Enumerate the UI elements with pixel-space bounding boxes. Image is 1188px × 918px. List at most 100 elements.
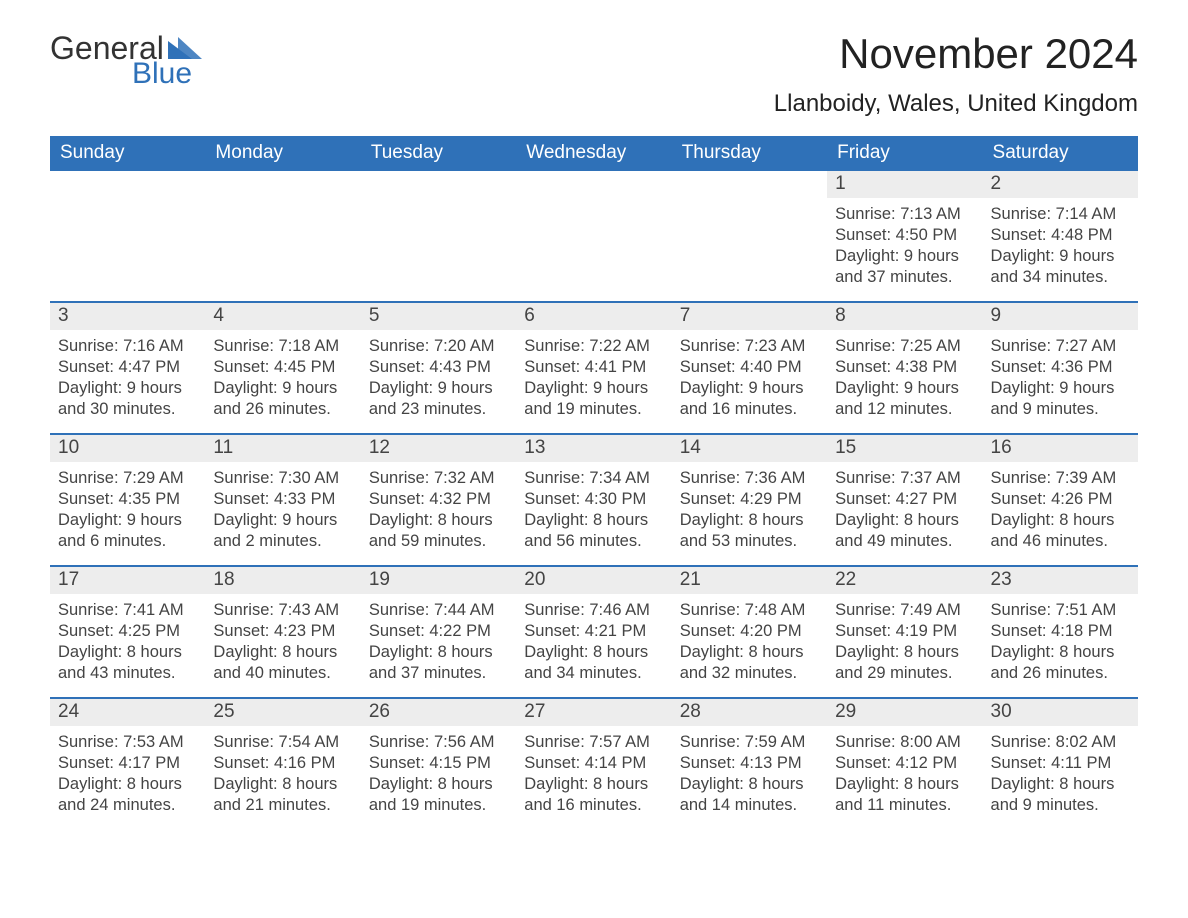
day-number: 5 xyxy=(361,303,516,330)
day-number: 19 xyxy=(361,567,516,594)
daylight-line-1: Daylight: 8 hours xyxy=(680,774,819,795)
daylight-line-1: Daylight: 8 hours xyxy=(991,774,1130,795)
daylight-line-1: Daylight: 8 hours xyxy=(991,510,1130,531)
day-details: Sunrise: 7:29 AMSunset: 4:35 PMDaylight:… xyxy=(50,462,205,562)
daylight-line-1: Daylight: 8 hours xyxy=(524,642,663,663)
daylight-line-1: Daylight: 9 hours xyxy=(991,378,1130,399)
location-subtitle: Llanboidy, Wales, United Kingdom xyxy=(774,90,1138,118)
day-number: 4 xyxy=(205,303,360,330)
daylight-line-2: and 19 minutes. xyxy=(524,399,663,420)
sunset-line: Sunset: 4:27 PM xyxy=(835,489,974,510)
day-details: Sunrise: 7:48 AMSunset: 4:20 PMDaylight:… xyxy=(672,594,827,694)
daylight-line-1: Daylight: 8 hours xyxy=(58,774,197,795)
day-details: Sunrise: 7:20 AMSunset: 4:43 PMDaylight:… xyxy=(361,330,516,430)
daylight-line-2: and 21 minutes. xyxy=(213,795,352,816)
day-details: Sunrise: 7:32 AMSunset: 4:32 PMDaylight:… xyxy=(361,462,516,562)
sunrise-line: Sunrise: 7:51 AM xyxy=(991,600,1130,621)
sunrise-line: Sunrise: 7:43 AM xyxy=(213,600,352,621)
day-details: Sunrise: 7:44 AMSunset: 4:22 PMDaylight:… xyxy=(361,594,516,694)
day-details: Sunrise: 7:34 AMSunset: 4:30 PMDaylight:… xyxy=(516,462,671,562)
weekday-header: Wednesday xyxy=(516,136,671,171)
calendar-body: 1Sunrise: 7:13 AMSunset: 4:50 PMDaylight… xyxy=(50,171,1138,829)
day-cell: 5Sunrise: 7:20 AMSunset: 4:43 PMDaylight… xyxy=(361,303,516,433)
sunset-line: Sunset: 4:48 PM xyxy=(991,225,1130,246)
daylight-line-1: Daylight: 8 hours xyxy=(835,642,974,663)
day-details: Sunrise: 7:27 AMSunset: 4:36 PMDaylight:… xyxy=(983,330,1138,430)
sunrise-line: Sunrise: 7:48 AM xyxy=(680,600,819,621)
daylight-line-2: and 32 minutes. xyxy=(680,663,819,684)
day-cell xyxy=(361,171,516,301)
sunrise-line: Sunrise: 8:02 AM xyxy=(991,732,1130,753)
week-row: 3Sunrise: 7:16 AMSunset: 4:47 PMDaylight… xyxy=(50,301,1138,433)
sunset-line: Sunset: 4:18 PM xyxy=(991,621,1130,642)
day-cell xyxy=(50,171,205,301)
sunset-line: Sunset: 4:20 PM xyxy=(680,621,819,642)
daylight-line-2: and 49 minutes. xyxy=(835,531,974,552)
sunrise-line: Sunrise: 7:53 AM xyxy=(58,732,197,753)
daylight-line-1: Daylight: 8 hours xyxy=(213,774,352,795)
sunrise-line: Sunrise: 7:32 AM xyxy=(369,468,508,489)
sunset-line: Sunset: 4:35 PM xyxy=(58,489,197,510)
day-number: 26 xyxy=(361,699,516,726)
daylight-line-1: Daylight: 9 hours xyxy=(58,378,197,399)
daylight-line-2: and 43 minutes. xyxy=(58,663,197,684)
daylight-line-1: Daylight: 9 hours xyxy=(58,510,197,531)
day-details: Sunrise: 7:59 AMSunset: 4:13 PMDaylight:… xyxy=(672,726,827,826)
sunset-line: Sunset: 4:13 PM xyxy=(680,753,819,774)
sunrise-line: Sunrise: 7:49 AM xyxy=(835,600,974,621)
daylight-line-1: Daylight: 8 hours xyxy=(524,510,663,531)
sunset-line: Sunset: 4:23 PM xyxy=(213,621,352,642)
daylight-line-2: and 53 minutes. xyxy=(680,531,819,552)
day-number: 2 xyxy=(983,171,1138,198)
day-number: 14 xyxy=(672,435,827,462)
day-details: Sunrise: 7:22 AMSunset: 4:41 PMDaylight:… xyxy=(516,330,671,430)
week-row: 24Sunrise: 7:53 AMSunset: 4:17 PMDayligh… xyxy=(50,697,1138,829)
day-cell: 23 Sunrise: 7:51 AMSunset: 4:18 PMDayligh… xyxy=(983,567,1138,697)
sunrise-line: Sunrise: 7:25 AM xyxy=(835,336,974,357)
day-cell: 13Sunrise: 7:34 AMSunset: 4:30 PMDayligh… xyxy=(516,435,671,565)
sunrise-line: Sunrise: 7:23 AM xyxy=(680,336,819,357)
day-details: Sunrise: 7:30 AMSunset: 4:33 PMDaylight:… xyxy=(205,462,360,562)
day-number: 12 xyxy=(361,435,516,462)
weekday-header: Monday xyxy=(205,136,360,171)
day-number: 27 xyxy=(516,699,671,726)
weekday-header: Saturday xyxy=(983,136,1138,171)
daylight-line-1: Daylight: 8 hours xyxy=(369,774,508,795)
sunset-line: Sunset: 4:33 PM xyxy=(213,489,352,510)
daylight-line-1: Daylight: 9 hours xyxy=(835,378,974,399)
title-block: November 2024 Llanboidy, Wales, United K… xyxy=(774,30,1138,118)
sunset-line: Sunset: 4:14 PM xyxy=(524,753,663,774)
daylight-line-2: and 34 minutes. xyxy=(991,267,1130,288)
day-number: 11 xyxy=(205,435,360,462)
day-number: 23 xyxy=(983,567,1138,594)
sunrise-line: Sunrise: 7:41 AM xyxy=(58,600,197,621)
day-cell: 3Sunrise: 7:16 AMSunset: 4:47 PMDaylight… xyxy=(50,303,205,433)
day-details: Sunrise: 7:39 AMSunset: 4:26 PMDaylight:… xyxy=(983,462,1138,562)
sunset-line: Sunset: 4:17 PM xyxy=(58,753,197,774)
day-number: 25 xyxy=(205,699,360,726)
day-cell: 20Sunrise: 7:46 AMSunset: 4:21 PMDayligh… xyxy=(516,567,671,697)
day-number: 8 xyxy=(827,303,982,330)
daylight-line-1: Daylight: 9 hours xyxy=(835,246,974,267)
day-number: 7 xyxy=(672,303,827,330)
week-row: 10Sunrise: 7:29 AMSunset: 4:35 PMDayligh… xyxy=(50,433,1138,565)
day-number: 18 xyxy=(205,567,360,594)
daylight-line-1: Daylight: 8 hours xyxy=(991,642,1130,663)
day-number: 1 xyxy=(827,171,982,198)
daylight-line-2: and 46 minutes. xyxy=(991,531,1130,552)
day-cell: 28Sunrise: 7:59 AMSunset: 4:13 PMDayligh… xyxy=(672,699,827,829)
day-number: 6 xyxy=(516,303,671,330)
day-cell: 19Sunrise: 7:44 AMSunset: 4:22 PMDayligh… xyxy=(361,567,516,697)
sunrise-line: Sunrise: 7:27 AM xyxy=(991,336,1130,357)
sunrise-line: Sunrise: 7:59 AM xyxy=(680,732,819,753)
weekday-header: Tuesday xyxy=(361,136,516,171)
sunset-line: Sunset: 4:16 PM xyxy=(213,753,352,774)
sunrise-line: Sunrise: 7:14 AM xyxy=(991,204,1130,225)
sunset-line: Sunset: 4:12 PM xyxy=(835,753,974,774)
daylight-line-1: Daylight: 8 hours xyxy=(369,510,508,531)
day-number: 29 xyxy=(827,699,982,726)
day-cell xyxy=(205,171,360,301)
sunset-line: Sunset: 4:38 PM xyxy=(835,357,974,378)
day-cell: 27Sunrise: 7:57 AMSunset: 4:14 PMDayligh… xyxy=(516,699,671,829)
day-cell: 6Sunrise: 7:22 AMSunset: 4:41 PMDaylight… xyxy=(516,303,671,433)
